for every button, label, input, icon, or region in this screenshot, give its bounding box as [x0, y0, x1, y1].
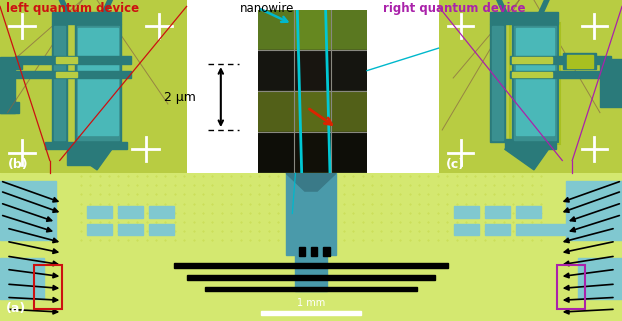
Bar	[566, 181, 622, 240]
Bar	[485, 223, 510, 235]
Bar	[514, 26, 556, 140]
Bar	[286, 173, 336, 255]
Text: 2 μm: 2 μm	[164, 91, 197, 104]
Bar	[0, 61, 22, 69]
Bar	[454, 206, 479, 218]
Text: left quantum device: left quantum device	[6, 2, 139, 14]
Bar	[77, 26, 119, 140]
Bar	[331, 50, 367, 91]
Polygon shape	[67, 149, 112, 170]
Bar	[149, 206, 174, 218]
Bar	[485, 206, 510, 218]
Text: (d): (d)	[262, 201, 281, 212]
Bar	[331, 132, 367, 173]
Bar	[69, 72, 77, 77]
Bar	[0, 57, 15, 113]
Bar	[52, 24, 67, 142]
Bar	[567, 55, 593, 68]
Bar	[331, 10, 367, 50]
Bar	[504, 139, 556, 149]
Bar	[69, 57, 77, 63]
Bar	[205, 287, 417, 291]
Bar	[294, 173, 331, 213]
Bar	[516, 206, 541, 218]
Bar	[578, 257, 622, 299]
Text: (c): (c)	[446, 158, 465, 171]
Bar	[331, 91, 367, 132]
Bar	[258, 173, 294, 213]
Bar	[557, 265, 585, 309]
Bar	[512, 24, 558, 142]
Text: nanowire: nanowire	[239, 2, 294, 14]
Bar	[118, 223, 143, 235]
Bar	[54, 26, 65, 140]
Polygon shape	[45, 142, 127, 165]
Text: (b): (b)	[7, 158, 28, 171]
Bar	[56, 72, 69, 77]
Bar	[564, 53, 596, 69]
Bar	[512, 57, 552, 63]
Bar	[294, 10, 331, 50]
Bar	[258, 132, 294, 173]
Bar	[0, 257, 44, 299]
Bar	[149, 223, 174, 235]
Bar	[295, 250, 327, 291]
Bar	[174, 264, 448, 268]
Text: right quantum device: right quantum device	[383, 2, 525, 14]
Bar	[454, 223, 479, 235]
Bar	[490, 24, 504, 142]
Bar	[294, 91, 331, 132]
Bar	[118, 206, 143, 218]
Polygon shape	[504, 149, 549, 170]
Text: (a): (a)	[6, 302, 27, 315]
Bar	[15, 56, 131, 64]
Bar	[75, 24, 121, 142]
Bar	[78, 28, 118, 135]
Bar	[187, 275, 435, 280]
Bar	[0, 181, 56, 240]
Bar	[600, 59, 622, 108]
Bar	[299, 247, 305, 256]
Polygon shape	[286, 173, 336, 191]
Bar	[261, 311, 361, 315]
Bar	[331, 173, 367, 213]
Bar	[87, 206, 112, 218]
Bar	[294, 50, 331, 91]
Bar	[510, 56, 611, 64]
Bar	[490, 12, 558, 24]
Bar	[516, 28, 554, 135]
Text: 1 mm: 1 mm	[297, 298, 325, 308]
Bar	[512, 72, 552, 77]
Bar	[294, 132, 331, 173]
Bar	[34, 265, 62, 309]
Bar	[258, 50, 294, 91]
Bar	[516, 223, 566, 235]
Bar	[0, 102, 19, 113]
Bar	[492, 26, 503, 140]
Bar	[323, 247, 330, 256]
Bar	[52, 12, 121, 24]
Bar	[311, 247, 317, 256]
Bar	[15, 71, 131, 78]
Bar	[87, 223, 112, 235]
Bar	[510, 22, 560, 144]
Bar	[510, 71, 611, 78]
Bar	[258, 91, 294, 132]
Bar	[56, 57, 69, 63]
Bar	[258, 10, 294, 50]
